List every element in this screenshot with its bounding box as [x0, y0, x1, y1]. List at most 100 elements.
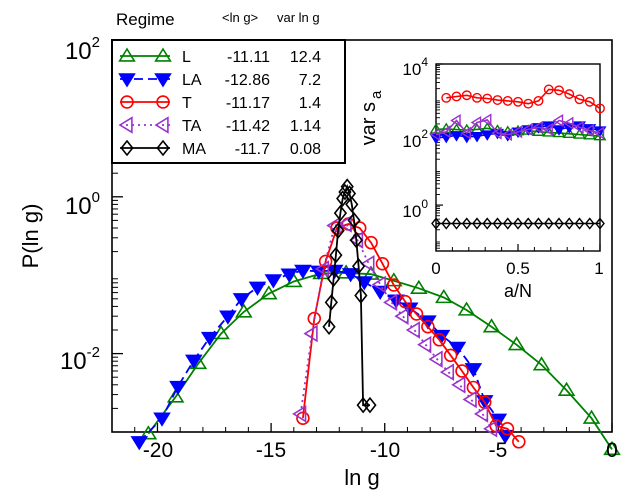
data-point: [185, 354, 203, 369]
inset-data-point: [554, 85, 564, 96]
inset-data-point: [531, 125, 546, 136]
inset-y-axis-label: var sa: [358, 90, 385, 145]
inset-x-tick-label: 1: [594, 259, 603, 278]
inset-data-point: [450, 114, 461, 128]
data-point: [398, 294, 412, 309]
data-point: [360, 254, 375, 273]
legend-marker: [156, 139, 170, 157]
inset-data-point: [513, 96, 523, 107]
data-point: [387, 278, 401, 292]
inset-data-point: [543, 217, 554, 230]
inset-axis-ticks: [435, 63, 601, 251]
data-point: [341, 268, 360, 283]
data-point: [603, 440, 621, 456]
inset-x-axis-label: a/N: [504, 281, 532, 301]
data-point: [457, 301, 476, 316]
legend-label: L: [182, 49, 191, 66]
series-MA: [322, 178, 377, 414]
legend-label: MA: [182, 141, 206, 158]
legend-marker: [154, 116, 169, 134]
inset-data-point: [593, 129, 607, 141]
data-point: [331, 222, 345, 239]
data-point: [451, 376, 466, 394]
data-point: [363, 396, 377, 414]
inset-y-tick-label: 100: [402, 197, 428, 221]
legend-marker: [118, 116, 133, 134]
data-point: [314, 260, 330, 278]
main-x-tick-label: 0: [606, 439, 618, 462]
legend-mean: -11.17: [226, 95, 270, 112]
legend-header-var: var ln g: [277, 10, 320, 25]
series-LA: [130, 264, 514, 451]
inset-data-point: [552, 126, 566, 138]
data-point: [582, 409, 601, 424]
legend-header-regime: Regime: [116, 10, 175, 29]
legend-marker: [154, 73, 172, 88]
inset-series-line-T: [446, 88, 601, 110]
inset-data-point: [511, 125, 523, 139]
data-point: [345, 196, 359, 213]
data-point: [462, 390, 477, 409]
inset-chart: 104 102 100 0 0.5 1 a/N var sa: [358, 55, 607, 301]
inset-data-point: [513, 217, 523, 230]
data-point: [394, 307, 409, 325]
inset-data-point: [431, 217, 441, 230]
data-point: [326, 270, 341, 288]
inset-data-point: [574, 217, 585, 230]
inset-data-point: [564, 217, 575, 230]
legend-marker: [154, 47, 172, 62]
inset-data-point: [470, 131, 484, 143]
data-point: [338, 183, 352, 201]
inset-series-layer: [429, 84, 607, 230]
data-point: [303, 324, 318, 343]
data-point: [166, 388, 185, 403]
inset-data-point: [564, 89, 575, 100]
data-point: [557, 381, 576, 397]
data-point: [473, 405, 489, 423]
data-point: [375, 256, 390, 271]
legend-label: LA: [182, 72, 202, 89]
series-line-L: [147, 271, 613, 450]
data-point: [439, 363, 455, 381]
data-point: [232, 293, 251, 308]
inset-data-point: [562, 116, 574, 130]
data-point: [405, 321, 420, 339]
legend: Regime <ln g> var ln g L -11.11 12.4 LA -12.…: [111, 10, 346, 164]
inset-data-point: [451, 91, 462, 102]
data-point: [455, 364, 469, 378]
data-point: [292, 405, 307, 423]
inset-data-point: [523, 98, 534, 109]
inset-data-point: [533, 95, 544, 106]
inset-data-point: [502, 217, 513, 230]
data-point: [169, 380, 187, 396]
data-point: [318, 254, 333, 269]
inset-data-point: [491, 126, 502, 140]
inset-data-point: [573, 120, 584, 134]
inset-data-point: [533, 217, 544, 230]
inset-data-point: [492, 95, 503, 106]
legend-var: 0.08: [290, 141, 321, 158]
legend-var: 1.4: [299, 95, 321, 112]
inset-data-point: [595, 103, 605, 114]
legend-var: 12.4: [290, 49, 321, 66]
legend-var: 7.2: [299, 72, 321, 89]
main-y-tick-label: 100: [65, 189, 100, 220]
data-point: [354, 287, 368, 304]
inset-data-point: [441, 92, 452, 103]
data-point: [512, 435, 526, 449]
data-point: [464, 363, 483, 378]
legend-rows: L -11.11 12.4 LA -12.86 7.2 T -11.17 1.4 TA -11.42…: [118, 47, 321, 158]
legend-marker: [156, 95, 170, 109]
data-point: [347, 212, 361, 229]
data-point: [371, 275, 386, 294]
data-point: [280, 268, 299, 283]
data-point: [364, 235, 378, 250]
legend-label: T: [182, 95, 192, 112]
inset-data-point: [584, 96, 595, 107]
data-point: [333, 204, 348, 222]
inset-data-point: [449, 131, 464, 142]
inset-data-point: [429, 128, 441, 142]
legend-mean: -12.86: [225, 72, 270, 89]
inset-y-tick-label: 104: [402, 55, 428, 79]
